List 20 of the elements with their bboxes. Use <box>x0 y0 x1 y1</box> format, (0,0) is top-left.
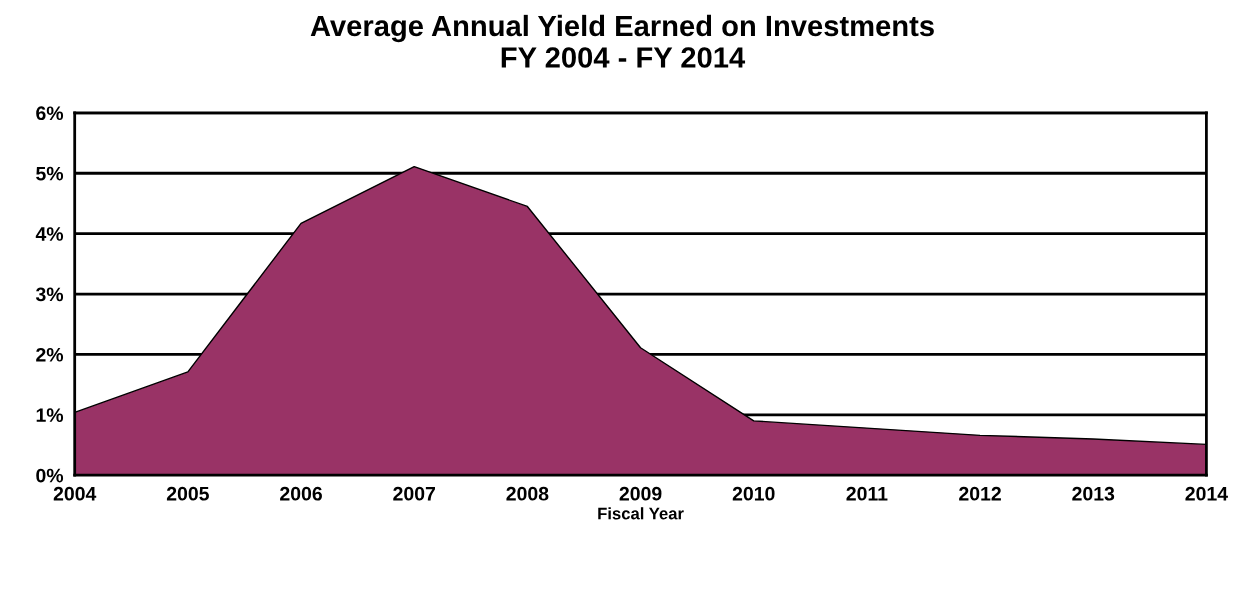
y-tick-label: 5% <box>36 166 64 181</box>
x-tick-label: 2006 <box>280 486 322 501</box>
y-tick-label: 4% <box>35 227 64 241</box>
y-tick-label: 3% <box>35 287 64 302</box>
y-tick-label: 0% <box>36 468 64 483</box>
chart-title: Average Annual Yield Earned on Investments FY 2004 - FY 2014 <box>310 14 934 68</box>
x-tick-label: 2012 <box>959 486 1001 501</box>
x-axis-title: Fiscal Year <box>598 507 684 520</box>
x-tick-label: 2005 <box>166 486 209 501</box>
y-tick-label: 1% <box>36 408 64 423</box>
x-tick-label: 2013 <box>1072 486 1115 501</box>
x-tick-label: 2008 <box>506 486 549 501</box>
x-tick-label: 2010 <box>732 486 775 501</box>
x-tick-label: 2011 <box>846 486 888 501</box>
y-tick-label: 2% <box>36 347 64 362</box>
y-tick-label: 6% <box>36 106 64 121</box>
x-tick-label: 2007 <box>393 486 435 501</box>
x-tick-label: 2009 <box>619 486 662 501</box>
x-tick-label: 2014 <box>1185 486 1228 501</box>
x-tick-label: 2004 <box>53 486 97 501</box>
